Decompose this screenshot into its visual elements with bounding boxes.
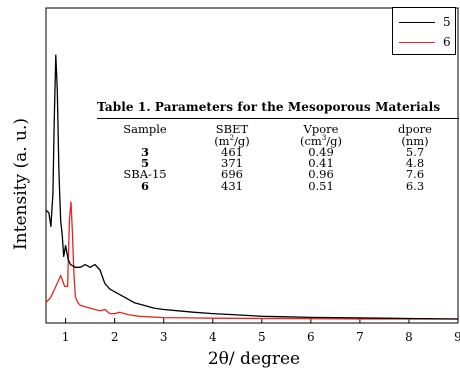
col-dpore-name: dpore [398,122,432,136]
legend-item-5: 5 [397,14,455,30]
table: Sample SBET (m2/g) Vpore (cm3/g) dpore (… [97,119,459,192]
table-cell: 5.7 [405,145,425,159]
col-header-sample: Sample [97,119,193,147]
col-vpore-name: Vpore [303,122,339,136]
x-tick-label-5: 5 [258,330,266,344]
parameters-table: Table 1. Parameters for the Mesoporous M… [97,100,459,192]
table-cell: 696 [221,167,243,182]
legend-swatch-5 [399,22,435,23]
col-sbet-unit-tail: /g) [234,134,250,148]
table-row: SBA-15 696 0.96 7.6 [97,167,459,182]
table-cell: 6 [140,178,149,193]
table-cell: SBA-15 [123,167,167,182]
x-axis-label: 2θ/ degree [208,349,300,369]
table-header-row: Sample SBET (m2/g) Vpore (cm3/g) dpore (… [97,119,459,147]
col-header-sbet: SBET (m2/g) [193,119,271,147]
table-cell: 6.3 [405,178,425,193]
x-tick-label-9: 9 [454,330,460,344]
legend-label-6: 6 [443,35,451,49]
col-vpore-unit-tail: /g) [326,134,343,148]
y-axis-label: Intensity (a. u.) [11,118,31,250]
series-layer [45,54,459,320]
legend: 5 6 [392,7,456,55]
plot-frame [45,7,459,324]
table-cell: 0.49 [308,145,334,159]
table-row: 5 371 0.41 4.8 [97,156,459,171]
table-cell: 431 [221,178,243,193]
table-cell: 0.41 [308,156,334,171]
col-sbet-name: SBET [215,122,249,136]
series-line-5 [45,54,459,320]
table-row: 6 431 0.51 6.3 [97,178,459,193]
x-axis-ticks: 1 2 3 4 5 6 7 8 9 [62,318,460,344]
table-row: 3 461 0.49 5.7 [97,145,459,159]
col-sbet-unit-sup: 2 [229,134,235,143]
col-vpore-unit-sup: 3 [321,134,327,143]
x-tick-label-4: 4 [209,330,217,344]
x-tick-label-1: 1 [62,330,70,344]
table-cell: 0.96 [308,167,334,182]
table-rule [97,118,459,119]
table-body: 3 461 0.49 5.7 5 371 0.41 4.8 SBA-15 696 0.96 7.6 6 4… [97,145,459,193]
table-cell: 4.8 [405,156,425,171]
table-cell: 7.6 [405,167,425,182]
table-title: Table 1. Parameters for the Mesoporous M… [97,100,441,114]
x-tick-label-6: 6 [307,330,315,344]
col-header-dpore: dpore (nm) [371,119,459,147]
legend-swatch-6 [399,42,435,43]
table-cell: 5 [140,156,149,171]
col-dpore-unit: (nm) [401,134,429,148]
col-sample-name: Sample [123,122,167,136]
col-header-vpore: Vpore (cm3/g) [271,119,371,147]
table-cell: 0.51 [308,178,334,193]
table-cell: 3 [140,145,149,159]
series-line-6 [45,201,458,320]
x-tick-label-2: 2 [111,330,119,344]
col-sbet-unit-base: (m [214,134,230,148]
table-cell: 461 [221,145,243,159]
col-vpore-unit-base: (cm [299,134,322,148]
legend-item-6: 6 [397,34,455,50]
x-tick-label-3: 3 [160,330,168,344]
x-tick-label-8: 8 [405,330,413,344]
x-tick-label-7: 7 [356,330,364,344]
legend-label-5: 5 [443,15,451,29]
table-cell: 371 [221,156,243,171]
